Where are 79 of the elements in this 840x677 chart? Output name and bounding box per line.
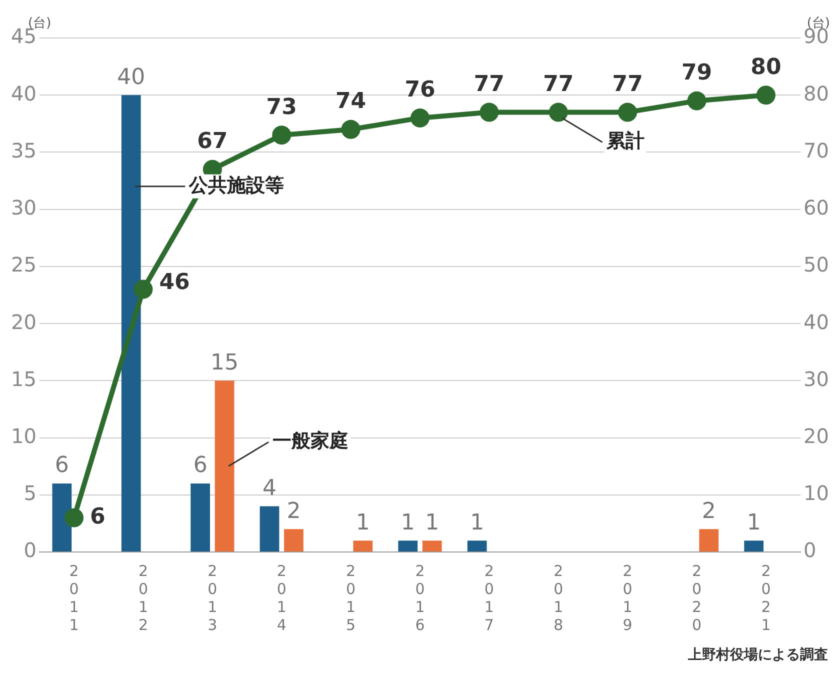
y-tick-label: 40: [10, 81, 36, 106]
y-tick-label: 0: [24, 538, 36, 562]
x-tick-label: 2021: [761, 562, 771, 634]
y-tick-label: 5: [24, 481, 36, 506]
x-tick-label: 2017: [484, 562, 494, 634]
text: 上野村役場による調査: [688, 646, 828, 664]
y2-tick-label: 80: [804, 81, 830, 106]
y2-tick-label: 70: [804, 138, 830, 162]
x-tick-label: 2014: [276, 562, 286, 634]
y2-tick-label: 40: [804, 310, 830, 334]
point: [480, 102, 499, 122]
bar: [744, 540, 764, 552]
text: 一般家庭: [272, 430, 349, 452]
point: [410, 108, 430, 128]
series-label: 累計: [605, 130, 644, 152]
data-label: 77: [474, 72, 505, 97]
bar: [353, 540, 373, 552]
y2-tick-label: 20: [804, 424, 830, 448]
point: [618, 102, 638, 122]
bar: [284, 529, 304, 552]
data-label: 1: [425, 510, 440, 536]
y-tick-label: 20: [10, 310, 36, 334]
x-tick-label: 2011: [69, 562, 79, 634]
data-label: 73: [266, 94, 297, 120]
y-tick-label: 25: [10, 252, 36, 277]
point: [687, 91, 706, 110]
data-label: 40: [117, 64, 146, 90]
data-label: 74: [335, 89, 366, 114]
data-label: 77: [543, 72, 574, 97]
x-tick-label: 2012: [138, 562, 148, 634]
data-label: 1: [470, 510, 484, 536]
data-label: 79: [681, 60, 712, 86]
data-label: 1: [356, 510, 370, 536]
point: [134, 280, 153, 299]
bar: [699, 529, 719, 552]
y2-tick-label: 0: [804, 538, 816, 562]
bar: [214, 380, 234, 552]
x-tick-label: 2020: [692, 562, 702, 634]
y2-tick-label: 50: [804, 252, 830, 277]
x-tick-label: 2013: [208, 562, 218, 634]
data-label: 2: [702, 498, 716, 524]
point: [341, 120, 360, 139]
data-label: 46: [159, 270, 190, 296]
data-label: 67: [197, 129, 228, 154]
point: [756, 86, 776, 105]
data-label: 1: [400, 510, 415, 536]
bar: [467, 540, 487, 552]
y-tick-label: 35: [10, 138, 36, 162]
data-label: 6: [193, 453, 208, 478]
bar: [52, 483, 72, 552]
data-label: 15: [210, 350, 239, 376]
x-tick-label: 2015: [346, 562, 356, 634]
data-label: 6: [54, 453, 69, 478]
x-tick-label: 2016: [415, 562, 425, 634]
x-tick-label: 2019: [622, 562, 632, 634]
data-label: 4: [262, 476, 277, 502]
data-label: 6: [90, 504, 106, 530]
point: [272, 126, 292, 145]
data-label: 77: [612, 72, 643, 97]
x-tick-label: 2018: [554, 562, 564, 634]
bar: [190, 483, 210, 552]
bar: [121, 95, 141, 552]
point: [64, 508, 84, 528]
data-label: 1: [746, 510, 761, 536]
text: 公共施設等: [188, 174, 284, 196]
y2-tick-label: 10: [804, 481, 830, 506]
bar: [260, 506, 280, 552]
point: [548, 102, 568, 122]
bar: [398, 540, 418, 552]
data-label: 76: [404, 78, 436, 103]
data-label: 80: [750, 54, 782, 80]
data-label: 2: [286, 498, 301, 524]
y-tick-label: 30: [10, 196, 36, 220]
y2-tick-label: 60: [804, 196, 830, 220]
y-axis-title: (台): [28, 16, 52, 31]
y2-tick-label: 30: [804, 366, 830, 391]
y-tick-label: 15: [10, 366, 36, 391]
bar: [422, 540, 442, 552]
y-tick-label: 10: [10, 424, 36, 448]
